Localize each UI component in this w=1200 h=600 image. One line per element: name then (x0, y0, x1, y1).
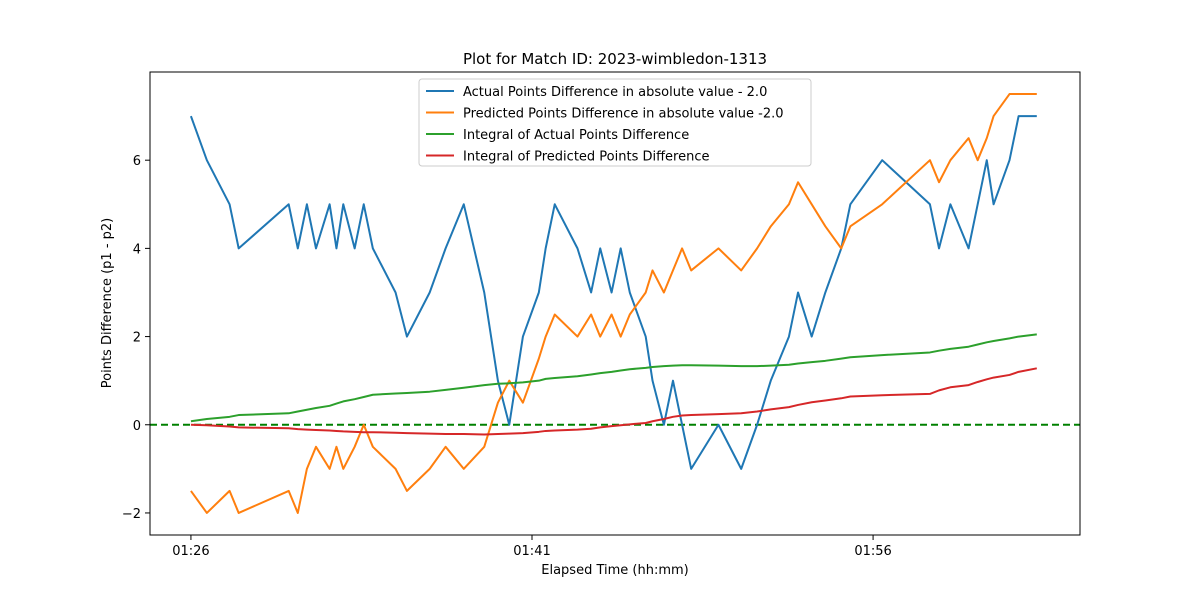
x-tick-label: 01:26 (172, 544, 209, 559)
series-line-1 (189, 115, 1037, 470)
x-axis-label: Elapsed Time (hh:mm) (541, 563, 688, 578)
x-tick-label: 01:41 (513, 544, 550, 559)
legend-label-2: Predicted Points Difference in absolute … (463, 107, 784, 122)
legend-label-1: Actual Points Difference in absolute val… (463, 85, 767, 100)
legend-label-3: Integral of Actual Points Difference (463, 128, 689, 143)
series-line-2 (190, 93, 1037, 514)
y-tick-label: 4 (133, 242, 141, 257)
legend: Actual Points Difference in absolute val… (418, 78, 812, 167)
legend-label-4: Integral of Predicted Points Difference (463, 150, 710, 165)
chart-title: Plot for Match ID: 2023-wimbledon-1313 (463, 50, 767, 68)
series-line-4 (190, 367, 1037, 436)
series-line-3 (190, 333, 1037, 423)
y-axis-label: Points Difference (p1 - p2) (100, 218, 115, 388)
x-tick-label: 01:56 (854, 544, 891, 559)
plot-frame (149, 71, 1081, 536)
y-tick-label: 2 (133, 331, 141, 346)
legend-box (418, 78, 812, 167)
y-tick-label: −2 (122, 507, 141, 522)
y-tick-label: 0 (133, 419, 141, 434)
y-tick-label: 6 (133, 154, 141, 169)
